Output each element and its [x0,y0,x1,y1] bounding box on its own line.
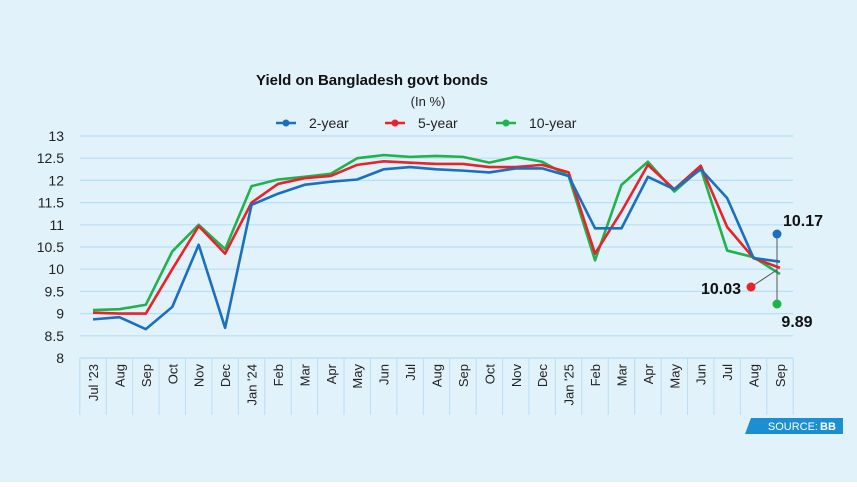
y-tick-label: 12 [48,172,64,188]
series-lines [92,153,781,331]
y-tick-label: 9 [56,306,64,322]
annotations: 10.17 10.03 9.89 [701,213,823,331]
legend-label: 5-year [418,115,458,131]
x-tick-label: Mar [297,363,312,386]
x-tick-label: Mar [614,363,629,386]
chart-subtitle: (In %) [411,94,446,109]
x-tick-label: Apr [641,363,656,384]
x-tick-label: Jan '25 [562,364,577,406]
x-tick-label: Jul [720,364,735,381]
x-tick-label: Sep [456,364,471,387]
y-tick-label: 8.5 [45,328,65,344]
x-tick-label: Dec [218,364,233,388]
x-tick-label: Feb [588,364,603,386]
x-tick-label: Feb [271,364,286,386]
x-tick-label: Oct [482,364,497,385]
x-tick-label: Jun [377,364,392,385]
annotation-label: 10.03 [701,281,741,298]
x-tick-label: Dec [535,364,550,388]
y-axis: 8 8.5 9 9.5 10 10.5 11 11.5 12 12.5 13 [37,128,64,366]
chart-title: Yield on Bangladesh govt bonds [256,72,488,89]
series-line-2-year [92,165,781,331]
y-tick-label: 9.5 [45,283,65,299]
y-tick-label: 11.5 [38,195,64,211]
annotation-leader [750,269,778,288]
legend-label: 2-year [309,115,349,131]
y-tick-label: 10 [48,261,64,277]
x-tick-label: May [350,364,365,389]
y-tick-label: 13 [48,128,64,144]
x-tick-label: Apr [324,363,339,384]
x-tick-label: Aug [112,364,127,387]
annotation-label: 10.17 [783,213,823,230]
x-tick-label: Jan '24 [245,364,260,406]
x-tick-label: Aug [747,364,762,387]
annotation-dot [746,282,756,292]
x-tick-label: Jul '23 [86,364,101,401]
y-tick-label: 11 [49,217,64,233]
x-tick-label: Oct [165,364,180,385]
x-tick-label: Sep [773,364,788,387]
legend-label: 10-year [529,115,577,131]
legend-marker [502,119,510,127]
x-axis: Jul '23 Aug Sep Oct Nov Dec Jan '24 Feb Mar Apr Ma… [86,363,788,405]
x-tick-label: May [667,364,682,389]
x-tick-label: Nov [509,364,524,388]
legend-marker [391,119,399,127]
x-tick-label: Nov [192,364,207,388]
annotation-dot [772,229,782,239]
x-tick-label: Jul [403,364,418,381]
y-tick-label: 12.5 [37,150,64,166]
annotation-label: 9.89 [781,314,812,331]
series-line-5-year [92,160,781,315]
source-name: BB [820,421,836,433]
legend: 2-year 5-year 10-year [276,115,577,131]
x-tick-label: Sep [139,364,154,387]
x-tick-label: Aug [430,364,445,387]
source-prefix: SOURCE: [768,421,818,433]
x-tick-label: Jun [694,364,709,385]
y-tick-label: 10.5 [37,239,64,255]
legend-marker [282,119,290,127]
source-badge: SOURCE: BB [745,418,843,434]
y-tick-label: 8 [56,350,64,366]
annotation-dot [772,299,782,309]
